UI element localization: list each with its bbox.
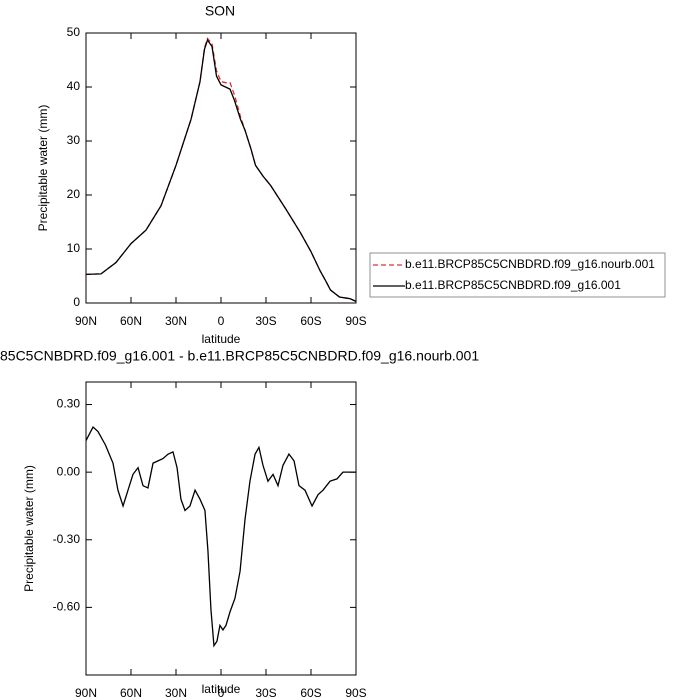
x-tick-label: 30N <box>165 314 187 328</box>
legend-box <box>369 252 666 298</box>
x-tick-label: 90S <box>345 686 366 700</box>
plot-frame <box>85 381 357 676</box>
x-tick-label: 30S <box>255 314 276 328</box>
x-tick-label: 60S <box>300 686 321 700</box>
y-axis-label: Precipitable water (mm) <box>22 465 36 592</box>
y-tick-label: -0.30 <box>53 532 81 546</box>
y-tick-label: 30 <box>67 133 81 147</box>
y-tick-label: 20 <box>67 187 81 201</box>
data-line <box>85 426 356 648</box>
y-tick-label: 0 <box>73 295 80 309</box>
y-tick-label: 50 <box>67 25 81 39</box>
x-tick-label: 30S <box>255 686 276 700</box>
x-tick-label: 60S <box>300 314 321 328</box>
x-axis-label: latitude <box>202 682 241 696</box>
x-tick-label: 60N <box>120 686 142 700</box>
x-tick-label: 60N <box>120 314 142 328</box>
x-tick-label: 90S <box>345 314 366 328</box>
x-tick-label: 0 <box>218 314 225 328</box>
y-tick-label: 10 <box>67 241 81 255</box>
x-tick-label: 0 <box>218 686 225 700</box>
y-tick-label: 0.30 <box>57 397 81 411</box>
y-tick-label: 0.00 <box>57 464 81 478</box>
x-tick-label: 30N <box>165 686 187 700</box>
legend-label: b.e11.BRCP85C5CNBDRD.f09_g16.nourb.001 <box>405 257 655 271</box>
y-tick-label: 40 <box>67 79 81 93</box>
chart-title: 85C5CNBDRD.f09_g16.001 - b.e11.BRCP85C5C… <box>0 348 479 364</box>
legend-label: b.e11.BRCP85C5CNBDRD.f09_g16.001 <box>405 278 621 292</box>
data-line <box>85 38 357 302</box>
x-tick-label: 90N <box>75 314 97 328</box>
chart-title: SON <box>205 3 235 19</box>
x-tick-label: 90N <box>75 686 97 700</box>
y-axis-label: Precipitable water (mm) <box>36 105 50 232</box>
x-axis-label: latitude <box>202 332 241 346</box>
y-tick-label: -0.60 <box>53 600 81 614</box>
